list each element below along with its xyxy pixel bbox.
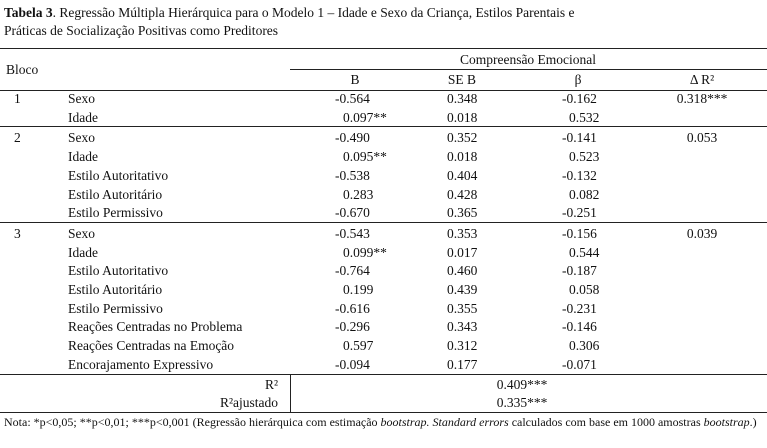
cell: 0.099** xyxy=(343,244,387,260)
cell: -0.296 xyxy=(335,319,370,335)
variable: Estilo Autoritário xyxy=(68,186,163,202)
cell: 0.097** xyxy=(343,109,387,125)
variable: Estilo Autoritativo xyxy=(68,263,169,279)
cell: 0.353 xyxy=(447,225,478,241)
footnote: Nota: *p<0,05; **p<0,01; ***p<0,001 (Reg… xyxy=(4,415,762,430)
rule xyxy=(0,90,767,91)
cell: 0.404 xyxy=(447,167,478,183)
header-cell: Bloco xyxy=(6,62,39,77)
cell: 0.428 xyxy=(447,186,478,202)
cell: -0.187 xyxy=(562,263,597,279)
variable: Sexo xyxy=(68,91,95,106)
cell: 0.532 xyxy=(569,109,600,125)
rule xyxy=(0,411,767,413)
cell: 0.348 xyxy=(447,91,478,106)
title-line: Tabela 3. Regressão Múltipla Hierárquica… xyxy=(4,5,575,21)
block-label: 3 xyxy=(14,225,21,241)
delta-r2: 0.318*** xyxy=(676,91,728,106)
cell: 0.058 xyxy=(569,282,600,297)
cell: 0.439 xyxy=(447,282,478,297)
cell: -0.156 xyxy=(562,225,597,241)
header-cell: B xyxy=(350,72,360,87)
rule xyxy=(290,69,767,70)
footnote-text: bootstrap. Standard errors xyxy=(380,415,509,429)
cell: 0.343 xyxy=(447,319,478,335)
footnote-text: .) xyxy=(749,415,757,429)
delta-r2: 0.039 xyxy=(686,225,718,241)
cell: 0.523 xyxy=(569,149,600,165)
variable: Estilo Permissivo xyxy=(68,205,163,221)
summary-value: 0.409*** xyxy=(496,376,548,392)
cell: -0.071 xyxy=(562,356,597,372)
rule xyxy=(0,373,767,375)
cell: -0.543 xyxy=(335,225,370,241)
variable: Estilo Autoritário xyxy=(68,282,163,297)
cell: -0.094 xyxy=(335,356,370,372)
rule xyxy=(290,373,291,412)
cell: 0.306 xyxy=(569,338,600,354)
summary-label: R²ajustado xyxy=(219,395,278,410)
cell: 0.597 xyxy=(343,338,374,354)
variable: Encorajamento Expressivo xyxy=(68,356,214,372)
footnote-text: Nota: *p<0,05; **p<0,01; ***p<0,001 (Reg… xyxy=(4,415,381,429)
title-label: Tabela 3 xyxy=(4,5,53,20)
rule xyxy=(0,126,767,128)
cell: 0.312 xyxy=(447,338,478,354)
variable: Sexo xyxy=(68,130,95,146)
cell: -0.132 xyxy=(562,167,597,183)
cell: 0.082 xyxy=(569,186,600,202)
variable: Estilo Permissivo xyxy=(68,300,163,316)
variable: Idade xyxy=(68,244,98,260)
title-line: Práticas de Socialização Positivas como … xyxy=(4,23,279,38)
cell: 0.018 xyxy=(447,149,478,165)
cell: -0.231 xyxy=(562,300,597,316)
rule xyxy=(0,221,767,223)
title-text: . Regressão Múltipla Hierárquica para o … xyxy=(52,5,575,20)
variable: Estilo Autoritativo xyxy=(68,167,169,183)
header-cell: Δ R² xyxy=(689,72,715,87)
cell: 0.460 xyxy=(447,263,478,279)
cell: 0.017 xyxy=(447,244,478,260)
cell: -0.616 xyxy=(335,300,370,316)
cell: -0.141 xyxy=(562,130,597,146)
cell: 0.544 xyxy=(569,244,600,260)
delta-r2: 0.053 xyxy=(686,130,718,146)
block-label: 2 xyxy=(14,130,21,146)
variable: Reações Centradas no Problema xyxy=(68,319,243,335)
block-label: 1 xyxy=(14,91,21,106)
variable: Idade xyxy=(68,149,98,165)
header-group: Compreensão Emocional xyxy=(459,52,597,67)
cell: -0.764 xyxy=(335,263,370,279)
rule xyxy=(0,48,767,49)
cell: -0.670 xyxy=(335,205,370,221)
cell: -0.162 xyxy=(562,91,597,106)
variable: Reações Centradas na Emoção xyxy=(68,338,235,354)
cell: 0.018 xyxy=(447,109,478,125)
footnote-text: calculados com base em 1000 amostras xyxy=(508,415,704,429)
cell: -0.564 xyxy=(335,91,370,106)
cell: 0.177 xyxy=(447,356,478,372)
cell: -0.490 xyxy=(335,130,370,146)
cell: -0.146 xyxy=(562,319,597,335)
variable: Sexo xyxy=(68,225,95,241)
header-cell: β xyxy=(574,72,582,87)
cell: 0.352 xyxy=(447,130,478,146)
cell: 0.199 xyxy=(343,282,374,297)
cell: 0.355 xyxy=(447,300,478,316)
header-cell: SE B xyxy=(447,72,477,87)
cell: 0.095** xyxy=(343,149,387,165)
summary-value: 0.335*** xyxy=(496,395,548,410)
variable: Idade xyxy=(68,109,98,125)
summary-label: R² xyxy=(264,376,278,392)
cell: -0.251 xyxy=(562,205,597,221)
cell: -0.538 xyxy=(335,167,370,183)
cell: 0.365 xyxy=(447,205,478,221)
footnote-text: bootstrap xyxy=(703,415,750,429)
cell: 0.283 xyxy=(343,186,374,202)
